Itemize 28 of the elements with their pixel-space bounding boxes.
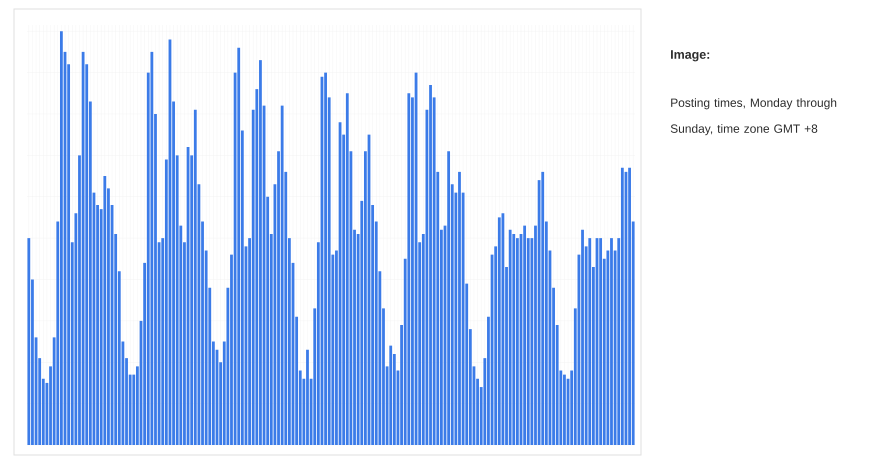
bar xyxy=(259,60,262,445)
bar xyxy=(368,134,370,445)
bar xyxy=(60,31,63,445)
bar xyxy=(447,151,450,445)
bar xyxy=(414,72,418,445)
bar xyxy=(82,52,85,445)
bar xyxy=(306,350,309,445)
bar xyxy=(320,76,324,445)
bar xyxy=(516,238,519,445)
bar xyxy=(563,374,566,445)
bar xyxy=(186,147,190,445)
bar xyxy=(523,226,526,445)
bar xyxy=(429,84,432,445)
text: Posting times, Monday through Sunday, time zone GMT +8 xyxy=(670,98,836,136)
bar xyxy=(596,238,598,445)
bar xyxy=(389,346,392,445)
bar xyxy=(458,172,461,445)
bar xyxy=(150,52,154,445)
bar xyxy=(324,72,327,445)
text: Image: xyxy=(671,50,710,62)
bar xyxy=(168,39,172,445)
bar xyxy=(599,238,602,445)
bar xyxy=(628,168,631,445)
bar xyxy=(502,213,504,445)
bar xyxy=(610,238,613,445)
bar xyxy=(581,230,584,445)
bar xyxy=(624,172,628,445)
bar xyxy=(338,122,342,445)
